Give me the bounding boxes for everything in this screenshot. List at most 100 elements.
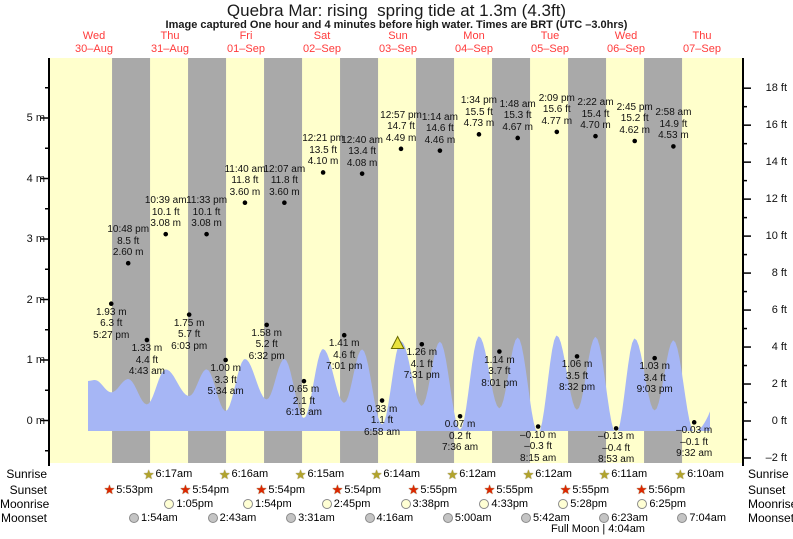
tide-point-dot [515,135,520,141]
sunrise-event: ★ 6:16am [219,467,268,481]
tide-point-dot [125,260,131,266]
day-weekday: Wed [82,30,106,42]
axis-label-right: 2 ft [771,378,787,391]
tide-annotation-line: 2.60 m [112,247,144,259]
astro-event-time: 5:28pm [570,498,607,510]
tide-annotation-line: 4.46 m [424,134,456,146]
astro-row-label-left-sunset: Sunset [9,482,47,497]
tide-annotation-line: 0.65 m [288,384,320,396]
tide-annotation-line: 7:31 pm [403,370,440,382]
tide-point-dot [593,133,598,139]
astro-row-label-left-moonrise: Moonrise [0,497,50,511]
moonrise-circle-icon [479,499,490,509]
tide-annotation-line: 3.5 ft [565,370,589,382]
axis-line-right [742,58,744,466]
axis-label-left: 3 m [26,233,45,245]
tide-point-dot [223,357,228,363]
astro-event-time: 5:54pm [192,483,230,496]
tide-annotation-line: 7:36 am [441,442,479,454]
tide-annotation: 1.93 m 6.3 ft 5:27 pm [69,307,153,342]
sunset-star-icon: ★ [483,482,496,497]
tide-annotation-line: 8.5 ft [117,235,140,247]
astro-event-time: 6:16am [231,468,269,480]
astro-event-time: 5:00am [454,512,492,524]
tide-annotation-line: 5.2 ft [255,339,278,351]
sunrise-event: ★ 6:14am [371,467,420,481]
day-label: Wed 30–Aug [59,30,129,56]
astro-event-time: 6:12am [535,468,572,480]
astro-event-time: 2:43am [219,512,257,524]
astro-event-time: 5:53pm [116,483,153,496]
day-label: Mon 04–Sep [439,30,509,56]
sunset-event: ★ 5:54pm [180,483,229,497]
tide-annotation: 1.06 m 3.5 ft 8:32 pm [535,359,619,394]
tide-annotation: 12:40 am 13.4 ft 4.08 m [320,135,404,170]
sunset-event: ★ 5:55pm [484,483,533,497]
tide-annotation-line: –0.13 m [598,431,635,443]
day-date: 31–Aug [151,43,189,55]
day-label: Sat 02–Sep [287,30,357,56]
tide-annotation-line: 8:32 pm [558,382,596,394]
tide-annotation: 12:57 pm 14.7 ft 4.49 m [359,110,443,145]
moonset-event: 4:16am [364,511,413,525]
tide-annotation-line: 1.00 m [210,363,241,374]
tide-annotation: 1.33 m 4.4 ft 4:43 am [105,343,189,378]
tide-point-dot [574,354,580,359]
axis-label-right: 8 ft [771,267,787,280]
axis-label-right: 18 ft [765,82,787,95]
astro-event-time: 5:54pm [344,483,382,496]
tide-point-dot [691,420,697,425]
axis-label-right: 0 ft [771,415,787,427]
moonrise-event: 1:05pm [164,497,213,511]
moonrise-event: 5:28pm [558,497,607,511]
tide-annotation-line: 3.3 ft [214,374,237,386]
moonrise-event: 1:54pm [243,497,292,511]
tide-annotation-line: –0.1 ft [680,436,709,448]
tide-annotation-line: 1.26 m [406,347,438,359]
tide-point-dot [554,129,560,135]
tide-point-dot [163,231,169,237]
moonset-circle-icon [286,513,297,523]
axis-label-right: 12 ft [765,193,787,206]
astro-row-label-right-moonset: Moonset [748,511,793,525]
tide-annotation-line: 6:03 pm [171,340,208,352]
tide-point-dot [476,132,482,137]
page-title: Quebra Mar: rising spring tide at 1.3m (… [226,1,567,20]
tide-annotation: 1.26 m 4.1 ft 7:31 pm [380,347,464,382]
axis-label-left: 1 m [26,354,45,366]
tide-annotation: 1:48 am 15.3 ft 4.67 m [476,99,560,134]
sunset-star-icon: ★ [103,482,116,497]
tide-annotation-line: 3.7 ft [488,366,511,378]
tide-annotation-line: 4.1 ft [410,358,433,370]
moonrise-circle-icon [243,499,254,509]
day-label: Fri 01–Sep [211,30,281,56]
axis-label-left: 4 m [26,172,45,185]
tide-point-dot [301,378,307,384]
moonset-circle-icon [129,513,140,523]
tide-annotation: 12:21 pm 13.5 ft 4.10 m [281,133,365,168]
tide-annotation: 10:39 am 10.1 ft 3.08 m [124,195,208,230]
tide-point-dot [632,138,638,144]
tide-annotation: 1:34 pm 15.5 ft 4.73 m [437,95,521,130]
tide-annotation-line: 6:18 am [285,407,322,419]
moonset-circle-icon [599,513,610,523]
tide-point-dot [242,200,248,205]
tide-annotation-line: 8:53 am [598,454,635,466]
day-weekday: Mon [463,30,485,42]
day-weekday: Sun [388,30,408,42]
astro-event-time: 5:56pm [648,483,686,496]
tide-annotation-line: 1.03 m [639,361,670,373]
tide-annotation-line: 4.53 m [658,130,689,142]
tide-annotation-line: 1:14 am [421,111,458,123]
tide-annotation-line: 10.1 ft [151,206,180,218]
day-weekday: Wed [614,30,638,42]
moonrise-circle-icon [400,499,411,509]
tide-point-dot [264,322,269,328]
day-weekday: Thu [692,30,712,42]
sunrise-event: ★ 6:10am [675,467,724,481]
astro-event-time: 6:23am [611,512,648,524]
tide-point-dot [144,337,150,343]
tide-point-dot [186,312,192,317]
sunset-event: ★ 5:54pm [332,483,381,497]
